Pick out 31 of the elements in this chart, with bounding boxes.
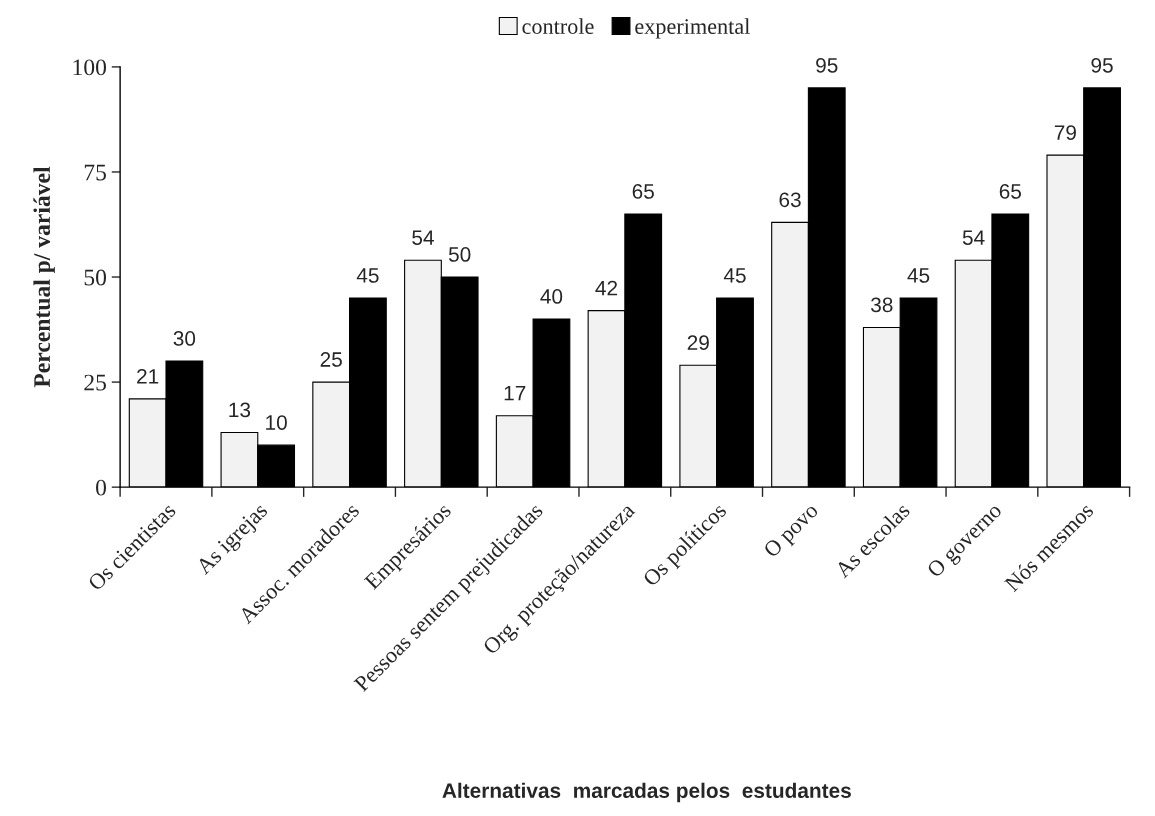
data-label: 65 — [632, 184, 654, 199]
data-label: 21 — [137, 368, 159, 384]
legend-label: controle — [522, 18, 594, 34]
data-label: 30 — [173, 331, 196, 346]
y-tick-label: 75 — [84, 164, 106, 181]
data-label: 10 — [266, 415, 287, 430]
data-label: 63 — [779, 192, 801, 208]
data-label: 50 — [448, 247, 471, 262]
y-tick-label: 25 — [84, 374, 106, 391]
x-axis-title: Alternativas marcadas pelos estudantes — [442, 782, 851, 803]
data-label: 17 — [504, 385, 526, 401]
data-label: 45 — [723, 268, 746, 283]
data-label: 45 — [907, 268, 930, 283]
y-tick-label: 100 — [73, 59, 107, 76]
data-label: 95 — [1091, 57, 1113, 73]
data-label: 79 — [1054, 125, 1076, 140]
data-label: 54 — [412, 230, 434, 245]
data-label: 45 — [356, 268, 379, 283]
data-label: 40 — [540, 289, 563, 304]
data-label: 42 — [595, 280, 618, 296]
data-label: 13 — [229, 402, 251, 418]
y-axis-title: Percentual p/ variável — [33, 166, 55, 388]
y-tick-label: 50 — [84, 269, 107, 286]
data-label: 38 — [871, 297, 893, 313]
data-label: 54 — [962, 230, 985, 245]
data-label: 29 — [687, 335, 709, 351]
data-label: 25 — [320, 352, 342, 367]
data-label: 95 — [816, 57, 838, 73]
data-label: 65 — [999, 184, 1021, 199]
legend-label: experimental — [635, 18, 750, 39]
y-tick-label: 0 — [96, 479, 107, 496]
